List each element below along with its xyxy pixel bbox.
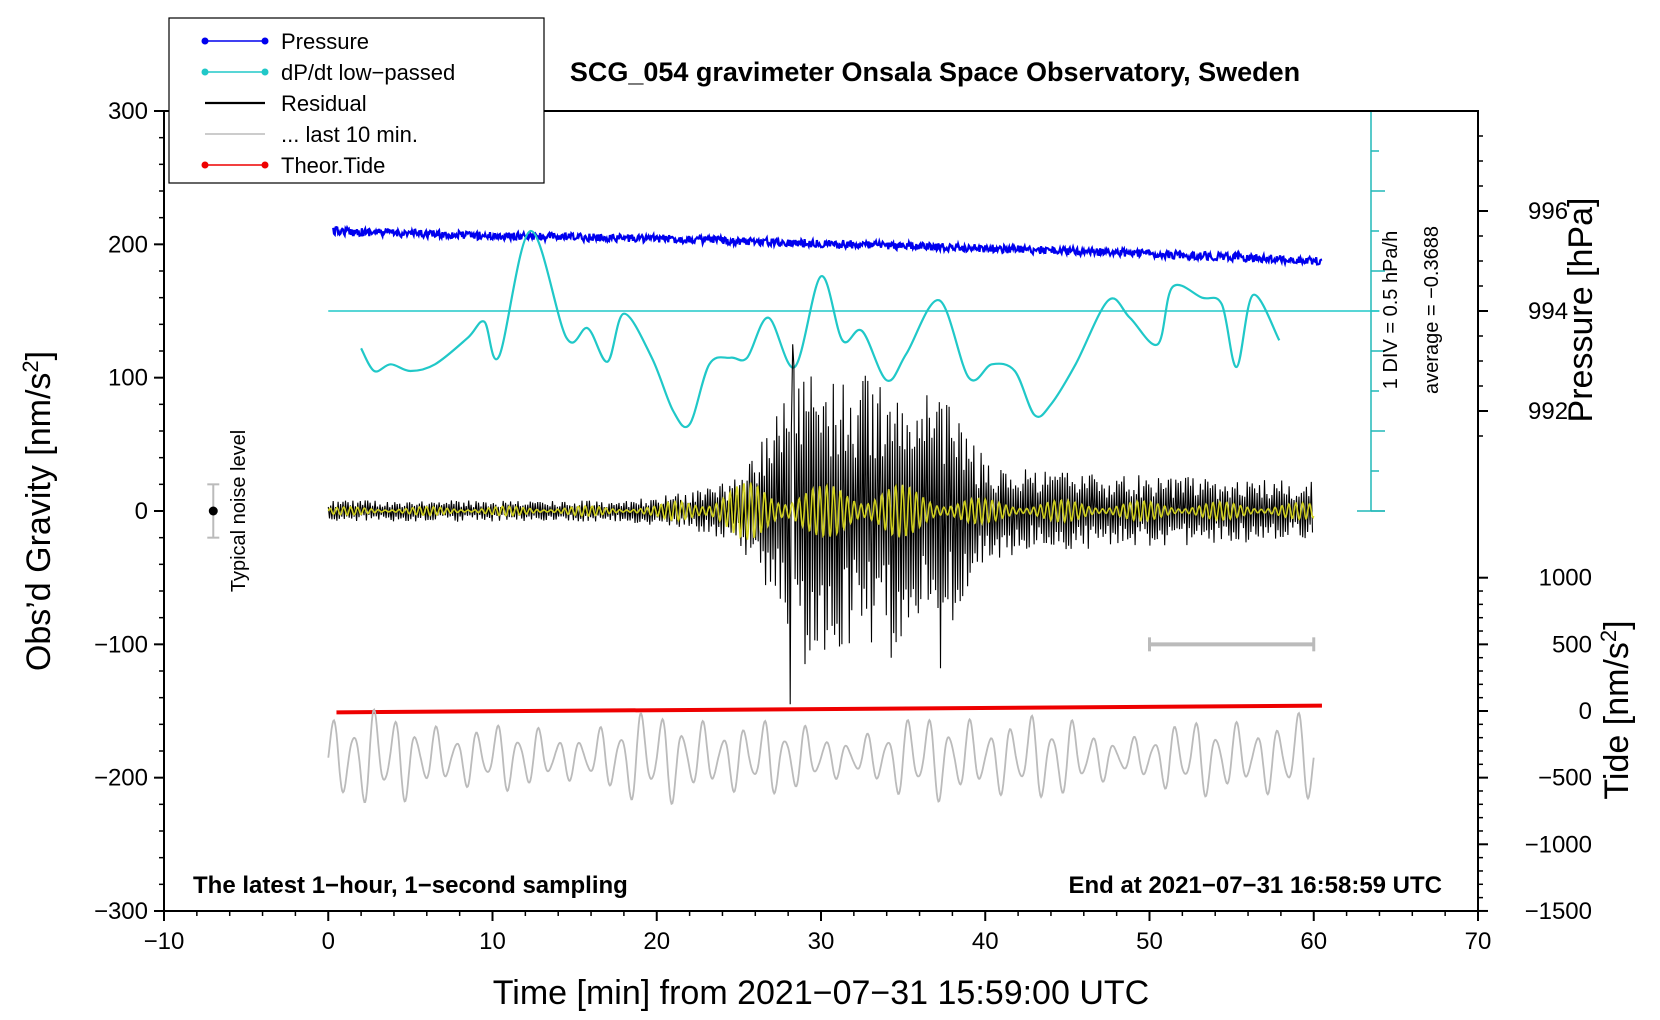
y-axis-title-left: Obs’d Gravity [nm/s2] [18,351,59,671]
legend-label: ... last 10 min. [281,122,418,147]
y-tick-label: −300 [94,898,148,925]
tide-tick-label: 500 [1552,631,1592,658]
y-tick-label: 100 [108,365,148,392]
x-tick-label: 0 [322,928,335,955]
legend-label: dP/dt low−passed [281,60,455,85]
bottom-left-note: The latest 1−hour, 1−second sampling [193,872,628,899]
legend: Pressure dP/dt low−passed Residual ... last… [168,17,545,184]
residual-series [327,344,1314,705]
x-tick-label: 70 [1465,928,1492,955]
legend-label: Pressure [281,29,369,54]
legend-marker [261,37,269,45]
noise-level-label: Typical noise level [228,430,250,592]
legend-marker [261,68,269,76]
tide-tick-label: −500 [1538,765,1592,792]
last10min-series [327,708,1315,806]
y-axis-title-pressure: Pressure [hPa] [1562,198,1600,423]
x-axis-title: Time [min] from 2021−07−31 15:59:00 UTC [493,974,1149,1012]
y-tick-label: −200 [94,765,148,792]
chart-title: SCG_054 gravimeter Onsala Space Observat… [570,57,1300,87]
plot-area [207,110,1385,806]
dpdt-scale-label: 1 DIV = 0.5 hPa/h [1380,231,1402,389]
axes: −10 0 10 20 30 40 50 60 70−300−200−1000100200300… [94,98,1592,955]
x-tick-label: 50 [1136,928,1163,955]
dpdt-series [360,229,1281,429]
y-axis-title-tide: Tide [nm/s2] [1596,620,1637,799]
legend-marker [261,161,269,169]
pressure-series [332,224,1323,268]
legend-box [168,17,545,184]
noise-bar-center [208,506,218,516]
dpdt-average-label: average = −0.3688 [1421,226,1443,394]
tide-tick-label: −1000 [1525,831,1592,858]
legend-marker [201,161,209,169]
tide-tick-label: 1000 [1539,565,1592,592]
x-tick-label: 40 [972,928,999,955]
pressure-tick-label: 996 [1528,198,1568,225]
legend-label: Theor.Tide [281,153,385,178]
tide-tick-label: 0 [1579,698,1592,725]
x-tick-label: 10 [479,928,506,955]
legend-label: Residual [281,91,367,116]
y-tick-label: −100 [94,631,148,658]
bottom-right-note: End at 2021−07−31 16:58:59 UTC [1068,872,1442,899]
y-tick-label: 300 [108,98,148,125]
x-tick-label: 60 [1300,928,1327,955]
x-tick-label: −10 [144,928,185,955]
pressure-tick-label: 994 [1528,298,1568,325]
legend-marker [201,68,209,76]
legend-marker [201,37,209,45]
residual-filtered-series [327,482,1315,540]
tide-series [336,703,1322,715]
pressure-tick-label: 992 [1528,398,1568,425]
y-tick-label: 200 [108,231,148,258]
x-tick-label: 20 [643,928,670,955]
y-tick-label: 0 [135,498,148,525]
x-tick-label: 30 [808,928,835,955]
tide-tick-label: −1500 [1525,898,1592,925]
